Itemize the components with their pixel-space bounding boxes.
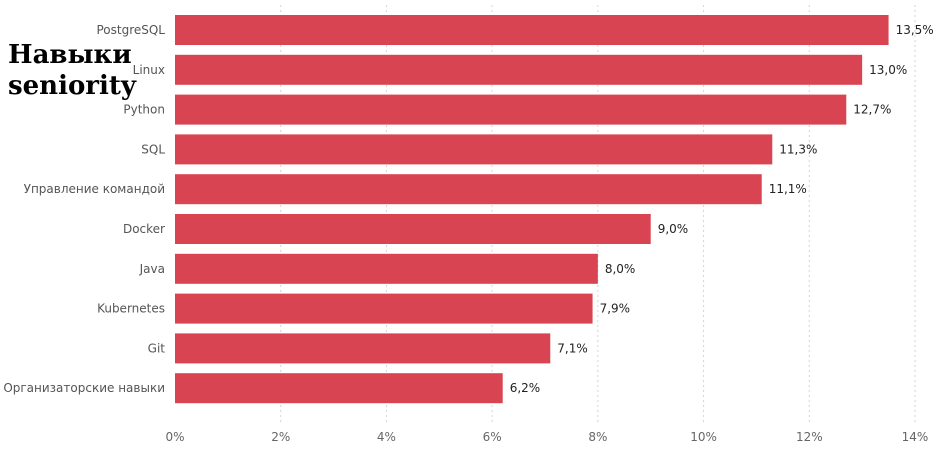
bar xyxy=(175,94,847,125)
value-label: 9,0% xyxy=(658,222,689,236)
x-tick-label: 6% xyxy=(483,430,502,444)
category-label: PostgreSQL xyxy=(96,23,165,37)
category-labels: PostgreSQL Linux Python SQL Управление коман… xyxy=(3,23,165,395)
category-label: Управление командой xyxy=(24,182,165,196)
x-axis-ticks: 0% 2% 4% 6% 8% 10% 12% 14% xyxy=(165,430,928,444)
value-label: 12,7% xyxy=(853,103,891,117)
bar xyxy=(175,373,503,404)
value-label: 8,0% xyxy=(605,262,636,276)
category-label: SQL xyxy=(141,142,165,156)
category-label: Linux xyxy=(133,63,165,77)
bar xyxy=(175,134,773,165)
bar xyxy=(175,253,598,284)
value-label: 11,3% xyxy=(779,142,817,156)
bar xyxy=(175,15,889,45)
category-label: Git xyxy=(148,341,166,355)
bar xyxy=(175,293,593,324)
title-line-2: seniority xyxy=(8,71,136,101)
x-tick-label: 14% xyxy=(902,430,929,444)
value-label: 13,0% xyxy=(869,63,907,77)
bar xyxy=(175,333,551,364)
x-tick-label: 2% xyxy=(271,430,290,444)
category-label: Kubernetes xyxy=(97,302,165,316)
value-label: 7,1% xyxy=(557,341,588,355)
value-label: 7,9% xyxy=(600,302,631,316)
chart-title: Навыки seniority xyxy=(8,40,168,102)
bar xyxy=(175,174,762,205)
bars xyxy=(175,15,889,404)
bar xyxy=(175,214,651,244)
x-tick-label: 0% xyxy=(165,430,184,444)
value-labels: 13,5% 13,0% 12,7% 11,3% 11,1% 9,0% 8,0% 7,9% 7,1… xyxy=(510,23,934,395)
value-label: 11,1% xyxy=(769,182,807,196)
x-tick-label: 10% xyxy=(690,430,717,444)
bar xyxy=(175,54,863,85)
x-tick-label: 8% xyxy=(588,430,607,444)
title-line-1: Навыки xyxy=(8,40,132,70)
category-label: Docker xyxy=(123,222,165,236)
category-label: Организаторские навыки xyxy=(3,381,165,395)
category-label: Python xyxy=(123,103,165,117)
value-label: 13,5% xyxy=(896,23,934,37)
x-tick-label: 12% xyxy=(796,430,823,444)
category-label: Java xyxy=(139,262,165,276)
x-tick-label: 4% xyxy=(377,430,396,444)
value-label: 6,2% xyxy=(510,381,541,395)
